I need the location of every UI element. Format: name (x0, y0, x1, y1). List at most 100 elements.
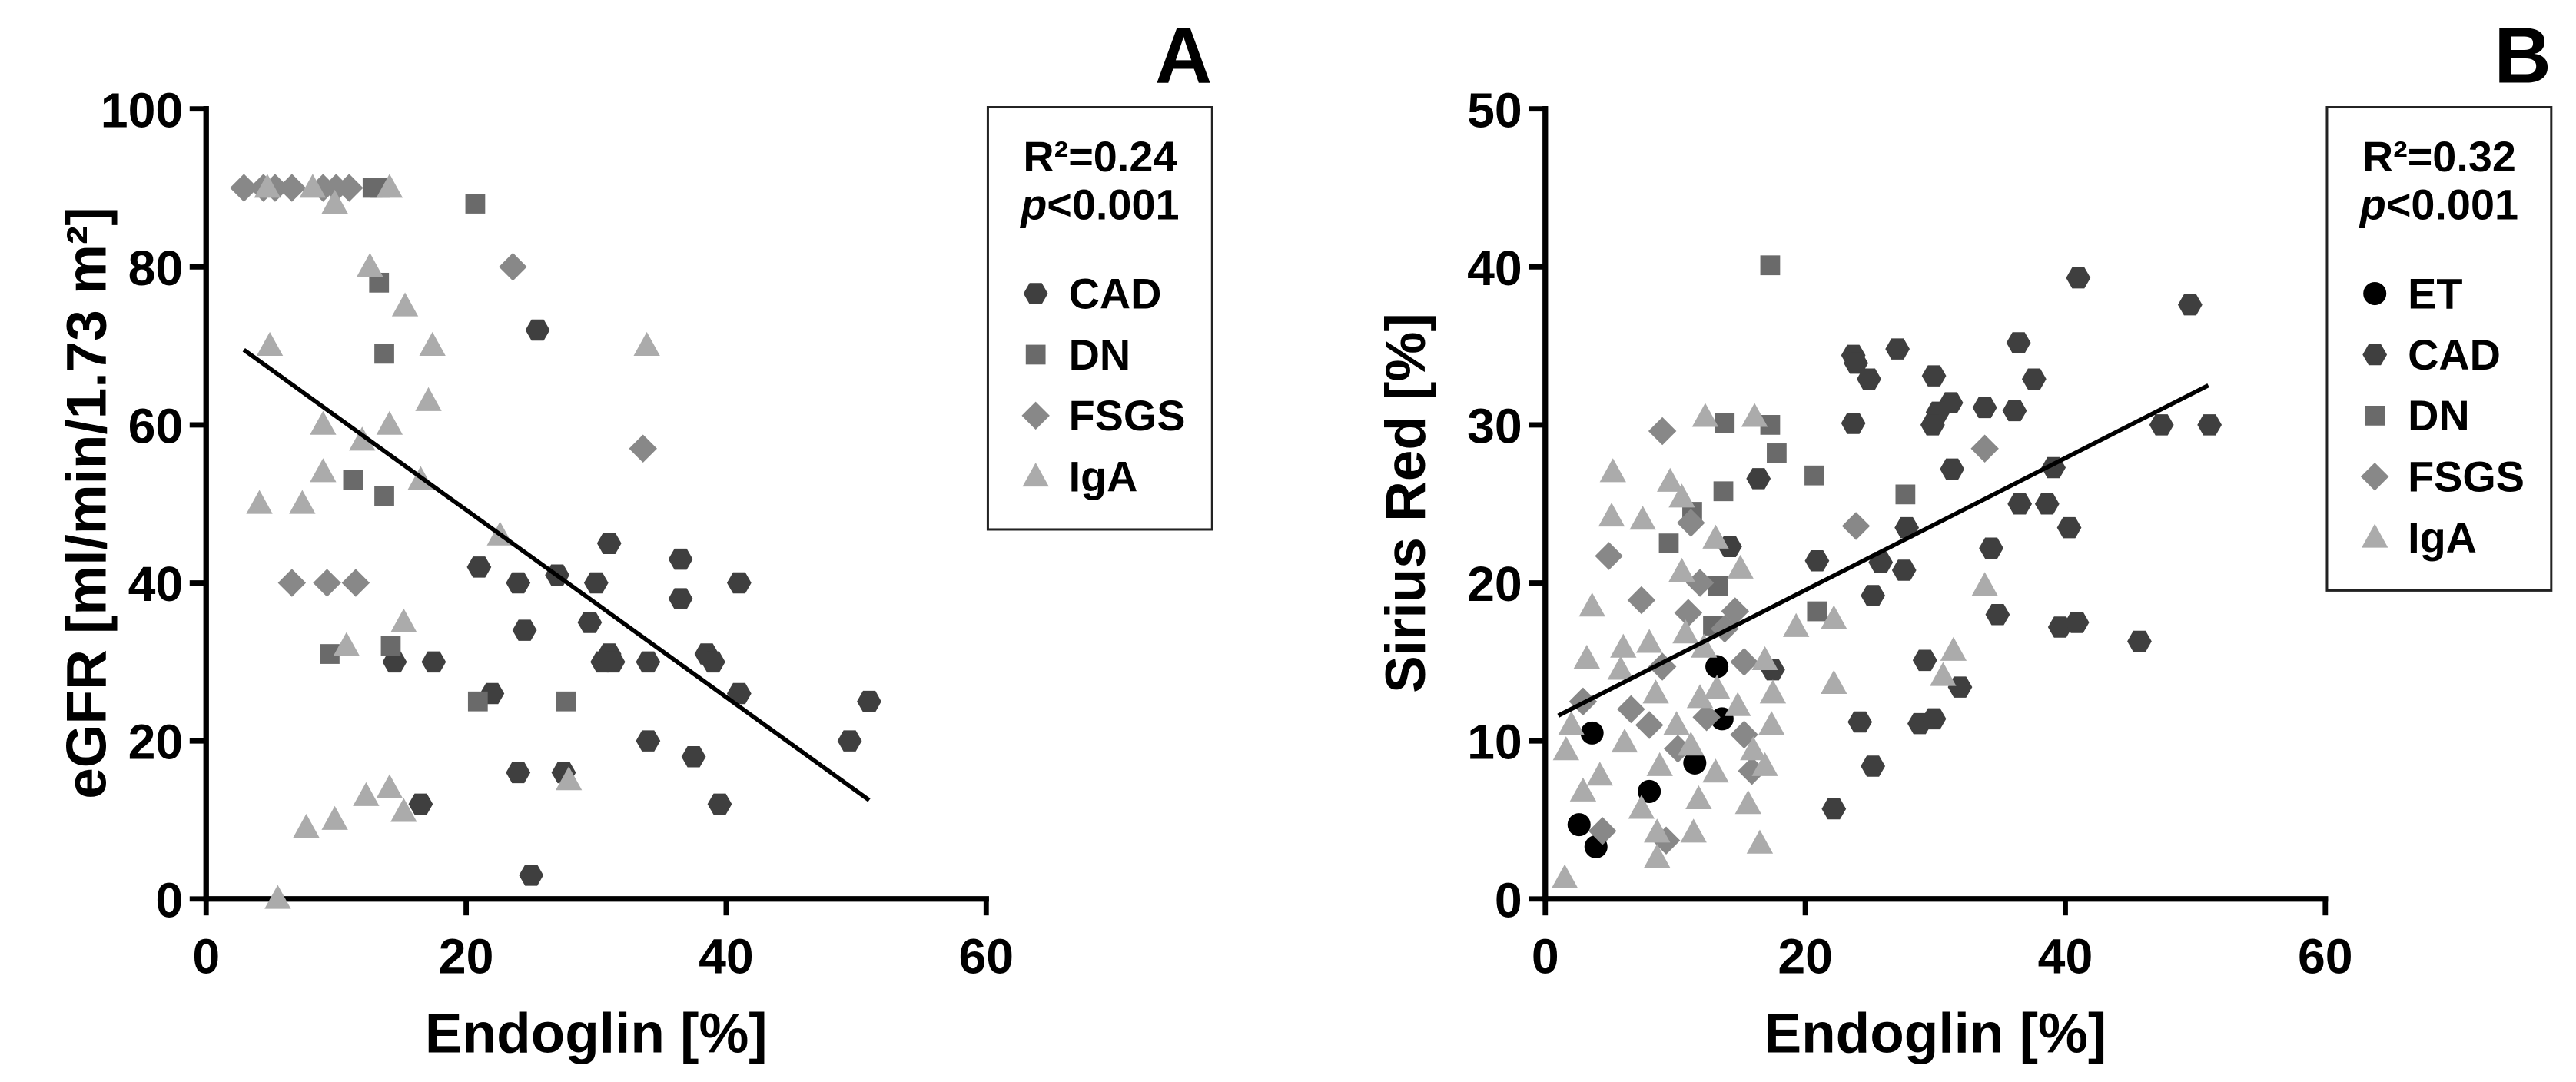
legend-item-dn: DN (1025, 330, 1130, 379)
legend-label: FSGS (1069, 391, 1186, 440)
iga-point (1740, 736, 1767, 761)
fsgs-point (1721, 597, 1750, 626)
y-tick-label: 80 (128, 241, 184, 296)
dn-point (1708, 576, 1728, 596)
iga-point (1644, 818, 1671, 843)
y-tick-label: 100 (101, 82, 183, 138)
r-squared-label: R²=0.32 (2362, 132, 2516, 181)
cad-legend-marker (2362, 344, 2388, 366)
dn-point (467, 691, 488, 712)
cad-point (1885, 338, 1910, 360)
iga-point (1573, 645, 1601, 669)
iga-point (349, 426, 376, 451)
cad-point (1861, 755, 1886, 777)
dn-point (1767, 443, 1787, 463)
cad-point (1921, 708, 1947, 730)
cad-point (519, 865, 544, 886)
fsgs-point (499, 253, 527, 281)
cad-point (466, 556, 492, 578)
series-iga (246, 174, 660, 909)
legend-label: ET (2408, 269, 2462, 317)
iga-point (415, 387, 442, 411)
y-axis-title: Sirius Red [%] (1375, 313, 1437, 693)
iga-point (1668, 557, 1695, 582)
iga-point (321, 805, 348, 830)
iga-point (1628, 795, 1655, 819)
fsgs-point (1648, 652, 1677, 681)
legend-item-fsgs: FSGS (2360, 453, 2525, 501)
iga-point (1599, 458, 1626, 483)
legend: R²=0.32p<0.001 ET CAD DN FSGS IgA (2325, 106, 2553, 592)
iga-point (1758, 711, 1785, 735)
iga-point (1821, 669, 1847, 694)
panel-a: A 0 20 40 60 0 20 40 60 80 100 Endoglin [%] eGFR [ml… (55, 11, 1213, 1064)
legend-label: DN (2408, 391, 2470, 440)
cad-point (837, 730, 862, 752)
legend-label: FSGS (2408, 453, 2525, 501)
iga-point (1586, 762, 1613, 786)
iga-point (1727, 554, 1754, 579)
cad-point (857, 690, 881, 712)
cad-point (1912, 649, 1937, 672)
p-symbol: p (1019, 180, 1047, 228)
iga-point (1821, 605, 1847, 629)
x-tick-label: 40 (699, 928, 754, 984)
cad-point (1894, 516, 1920, 539)
dn-point (1715, 413, 1735, 433)
cad-point (1821, 798, 1847, 820)
cad-point (512, 619, 537, 641)
dn-point (1807, 601, 1827, 622)
cad-point (2007, 493, 2033, 515)
iga-point (1552, 736, 1579, 761)
legend-item-iga: IgA (2362, 513, 2477, 562)
cad-point (681, 746, 706, 768)
fsgs-point (1635, 711, 1664, 739)
iga-point (246, 490, 273, 514)
x-tick-label: 0 (192, 928, 220, 984)
iga-point (310, 458, 337, 483)
iga-point (1783, 612, 1810, 637)
iga-point (1930, 662, 1957, 686)
iga-point (1611, 729, 1638, 753)
iga-point (1610, 633, 1637, 658)
cad-point (577, 612, 603, 633)
et-point (1683, 751, 1707, 775)
iga-point (1663, 711, 1690, 735)
cad-point (726, 682, 752, 705)
cad-point (1857, 368, 1881, 390)
series-cad (382, 319, 881, 886)
fsgs-point (1674, 599, 1703, 627)
regression-line (1557, 383, 2209, 718)
et-legend-marker (2363, 282, 2387, 306)
fsgs-point (313, 569, 341, 597)
x-tick-label: 0 (1532, 928, 1559, 984)
iga-point (376, 174, 403, 198)
legend-label: CAD (1069, 269, 1162, 317)
fsgs-point (1627, 586, 1656, 615)
iga-point (391, 292, 419, 317)
iga-point (1751, 646, 1778, 671)
p-threshold: <0.001 (1047, 180, 1179, 228)
dn-point (465, 194, 486, 214)
legend-item-cad: CAD (1023, 269, 1162, 317)
cad-point (421, 651, 446, 673)
iga-point (1751, 752, 1778, 776)
iga-point (1569, 777, 1597, 802)
iga-point (1672, 619, 1699, 644)
iga-point (1598, 502, 1625, 527)
iga-point (310, 410, 337, 435)
iga-point (333, 632, 360, 656)
iga-point (1725, 692, 1751, 716)
legend-item-cad: CAD (2362, 330, 2501, 379)
iga-point (1629, 506, 1656, 530)
cad-point (1804, 550, 1830, 572)
legend-label: IgA (1069, 453, 1138, 501)
regression-line (242, 347, 871, 802)
legend-label: CAD (2408, 330, 2501, 379)
x-tick-label: 20 (1778, 928, 1833, 984)
cad-point (1985, 603, 2010, 626)
dn-point (374, 344, 394, 364)
legend-label: IgA (2408, 513, 2477, 562)
panel-b: B 0 20 40 60 0 10 20 30 40 50 Endoglin [%] Sirius Re… (1375, 11, 2553, 1064)
legend-item-et: ET (2363, 269, 2462, 317)
